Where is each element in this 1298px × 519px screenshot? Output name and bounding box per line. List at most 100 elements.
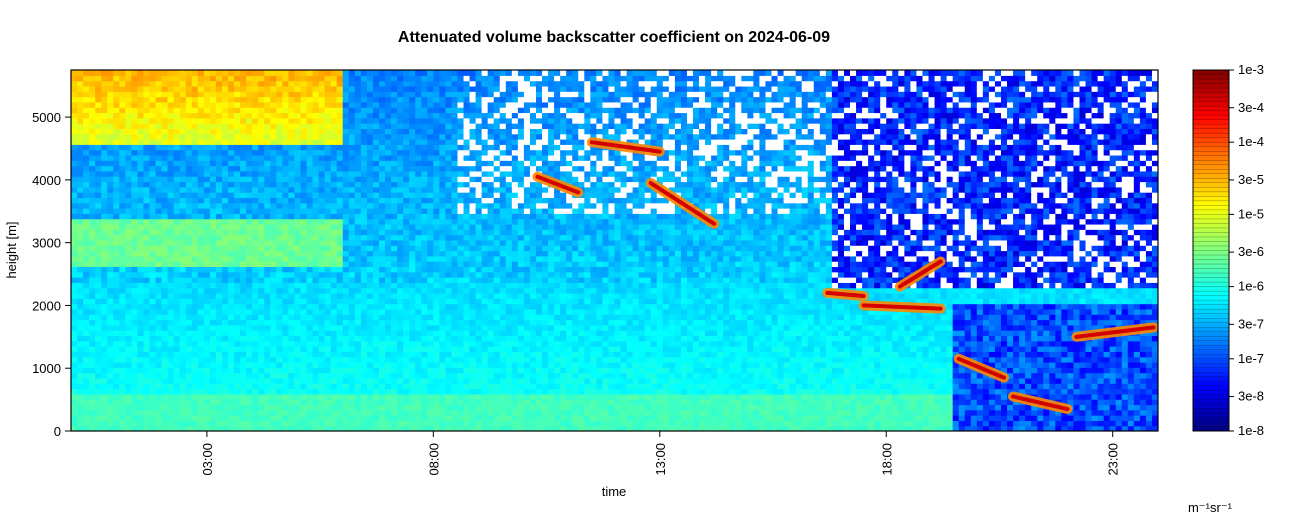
heat-cell [342, 239, 350, 246]
heat-cell [113, 229, 120, 236]
heat-cell [439, 80, 447, 87]
heat-cell [83, 213, 90, 220]
heat-cell [493, 154, 501, 161]
heat-cell [215, 213, 223, 220]
heat-cell [209, 144, 217, 151]
heat-cell [270, 303, 277, 310]
heat-cell [378, 356, 386, 363]
heat-cell [215, 197, 223, 204]
heat-cell [481, 250, 489, 257]
heat-cell [276, 425, 283, 431]
heat-cell [221, 176, 229, 183]
heat-cell [415, 346, 422, 352]
heat-cell [378, 425, 386, 431]
heat-cell [77, 425, 84, 431]
heat-cell [191, 351, 199, 358]
heat-cell [197, 170, 205, 177]
heat-cell [113, 245, 120, 252]
heat-cell [185, 239, 193, 246]
heat-cell [191, 165, 199, 172]
heat-cell [318, 388, 326, 395]
heat-cell [240, 144, 247, 151]
heat-cell [95, 202, 102, 209]
heat-cell [228, 287, 235, 294]
heat-cell [300, 425, 308, 431]
heat-cell [149, 181, 157, 188]
heat-cell [324, 181, 332, 188]
heat-cell [264, 144, 271, 151]
heat-cell [240, 208, 247, 214]
heat-cell [113, 287, 120, 294]
heat-cell [83, 308, 90, 315]
heat-cell [155, 367, 163, 374]
heat-cell [288, 101, 296, 108]
heat-cell [469, 340, 477, 347]
heat-cell [89, 202, 96, 209]
heat-cell [155, 91, 163, 98]
heat-cell [197, 213, 205, 220]
heat-cell [173, 383, 181, 390]
heat-cell [264, 399, 271, 406]
heat-cell [113, 255, 120, 262]
heat-cell [499, 133, 507, 140]
heat-cell [324, 213, 332, 220]
heat-cell [505, 213, 513, 220]
heat-cell [113, 308, 120, 315]
heat-cell [228, 213, 235, 220]
heat-cell [197, 234, 205, 241]
heat-cell [391, 351, 398, 358]
heat-cell [191, 298, 199, 305]
heat-cell [433, 165, 440, 172]
heat-cell [71, 372, 78, 379]
heat-cell [403, 308, 410, 315]
heat-cell [113, 107, 120, 114]
heat-cell [294, 287, 302, 294]
heat-cell [366, 165, 374, 172]
heat-cell [439, 96, 447, 103]
heat-cell [83, 388, 90, 395]
heat-cell [439, 154, 447, 161]
heat-cell [185, 346, 193, 352]
heat-cell [197, 117, 205, 124]
heat-cell [149, 319, 157, 326]
heat-cell [397, 361, 404, 368]
heat-cell [161, 415, 169, 421]
heat-cell [95, 239, 102, 246]
heat-cell [445, 303, 453, 310]
heat-cell [360, 388, 368, 395]
heat-cell [330, 367, 338, 374]
heat-cell [276, 287, 283, 294]
heat-cell [149, 266, 157, 273]
heat-cell [354, 399, 362, 406]
heat-cell [143, 107, 151, 114]
heat-cell [125, 330, 132, 337]
heat-cell [143, 96, 151, 103]
heat-cell [475, 208, 483, 214]
heat-cell [336, 149, 344, 156]
heat-cell [131, 292, 139, 299]
heat-cell [197, 271, 205, 278]
heat-cell [71, 160, 78, 167]
heat-cell [397, 250, 404, 257]
heat-cell [264, 186, 271, 193]
heat-cell [137, 192, 145, 199]
heat-cell [451, 91, 459, 98]
heat-cell [348, 377, 356, 384]
heat-cell [282, 133, 289, 140]
heat-cell [342, 85, 350, 92]
heat-cell [463, 160, 471, 167]
heat-cell [451, 282, 459, 289]
heat-cell [397, 144, 404, 151]
heat-cell [360, 361, 368, 368]
heat-cell [83, 319, 90, 326]
heat-cell [107, 85, 114, 92]
heat-cell [203, 356, 211, 363]
heat-cell [246, 346, 253, 352]
heat-cell [499, 192, 507, 199]
heat-cell [197, 415, 205, 421]
heat-cell [264, 234, 271, 241]
heat-cell [348, 425, 356, 431]
heat-cell [511, 415, 519, 421]
heat-cell [113, 324, 120, 331]
heat-cell [306, 361, 314, 368]
